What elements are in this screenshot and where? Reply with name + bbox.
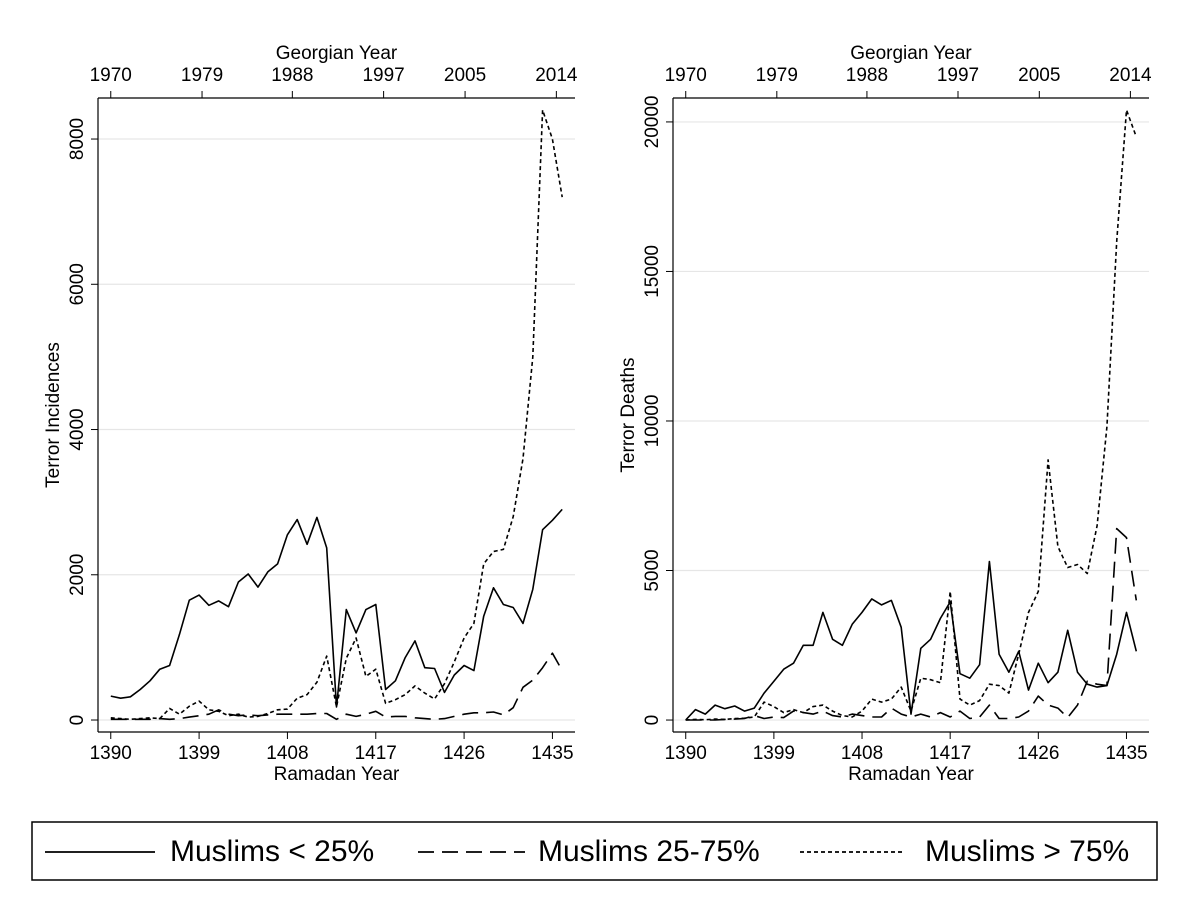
legend-label: Muslims 25-75% — [538, 835, 760, 868]
series-line — [685, 560, 1138, 721]
y-tick-label: 4000 — [67, 408, 88, 450]
y-tick-label: 0 — [67, 715, 88, 726]
legend-label: Muslims < 25% — [170, 835, 374, 868]
x-tick-label: 1408 — [841, 743, 883, 764]
series-line — [110, 109, 563, 721]
y-tick-label: 0 — [642, 715, 663, 726]
x-tick-label: 1435 — [531, 743, 573, 764]
x2-axis-title: Georgian Year — [276, 43, 398, 64]
x2-tick-label: 1970 — [90, 65, 132, 86]
series-line — [685, 109, 1138, 721]
x2-tick-label: 1988 — [846, 65, 888, 86]
x-tick-label: 1399 — [178, 743, 220, 764]
y-tick-label: 6000 — [67, 263, 88, 305]
x-axis-title: Ramadan Year — [848, 764, 974, 785]
x2-tick-label: 2005 — [444, 65, 486, 86]
y-tick-label: 5000 — [642, 549, 663, 591]
series-line — [110, 652, 563, 721]
y-tick-label: 2000 — [67, 554, 88, 596]
x-tick-label: 1408 — [266, 743, 308, 764]
x2-tick-label: 1997 — [362, 65, 404, 86]
x2-tick-label: 1979 — [181, 65, 223, 86]
x-tick-label: 1399 — [753, 743, 795, 764]
y-axis-title: Terror Deaths — [618, 357, 639, 472]
legend-label: Muslims > 75% — [925, 835, 1129, 868]
x-axis-title: Ramadan Year — [274, 764, 400, 785]
x2-tick-label: 2005 — [1018, 65, 1060, 86]
x2-tick-label: 1970 — [665, 65, 707, 86]
x-tick-label: 1426 — [443, 743, 485, 764]
x-tick-label: 1390 — [90, 743, 132, 764]
y-tick-label: 8000 — [67, 118, 88, 160]
x-tick-label: 1435 — [1105, 743, 1147, 764]
x2-axis-title: Georgian Year — [850, 43, 972, 64]
y-tick-label: 20000 — [642, 96, 663, 149]
x-tick-label: 1417 — [355, 743, 397, 764]
x-tick-label: 1390 — [665, 743, 707, 764]
series-line — [110, 508, 563, 708]
legend-box — [31, 821, 1158, 881]
x2-tick-label: 1979 — [756, 65, 798, 86]
series-line — [685, 527, 1138, 721]
x2-tick-label: 2014 — [1109, 65, 1152, 86]
y-tick-label: 10000 — [642, 395, 663, 448]
y-axis-title: Terror Incidences — [43, 342, 64, 488]
y-tick-label: 15000 — [642, 245, 663, 298]
x2-tick-label: 1988 — [271, 65, 313, 86]
x2-tick-label: 1997 — [937, 65, 979, 86]
x2-tick-label: 2014 — [535, 65, 578, 86]
x-tick-label: 1417 — [929, 743, 971, 764]
x-tick-label: 1426 — [1017, 743, 1059, 764]
